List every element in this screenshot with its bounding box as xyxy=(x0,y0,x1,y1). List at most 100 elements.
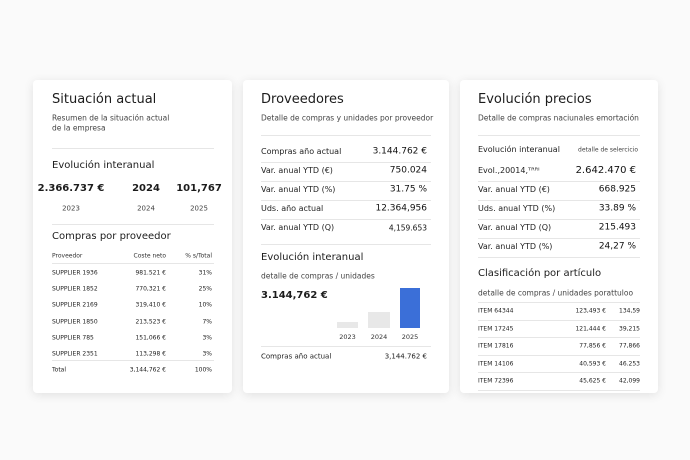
card-subtitle: de la empresa xyxy=(52,123,106,133)
table-cell: SUPPLIER 1936 xyxy=(52,269,98,277)
table-cell: 31% xyxy=(198,269,212,277)
table-cell: 77,856 € xyxy=(579,342,606,350)
table-cell: 45,625 € xyxy=(579,377,606,385)
metric-value: 3.144.762 € xyxy=(372,146,427,157)
table-cell: 113,298 € xyxy=(135,350,166,358)
divider xyxy=(478,319,640,321)
bar xyxy=(400,288,420,328)
divider xyxy=(478,372,640,373)
table-cell: 770,321 € xyxy=(135,285,166,293)
metric-value: 4,159.653 xyxy=(388,223,427,233)
table-cell: 7% xyxy=(202,317,212,325)
card-title: Droveedores xyxy=(261,91,344,107)
divider xyxy=(261,180,431,182)
divider xyxy=(261,161,431,163)
divider xyxy=(261,218,431,220)
divider xyxy=(52,224,214,225)
metric-label: Var. anual YTD (€) xyxy=(261,166,333,175)
metric-value: 215.493 xyxy=(598,222,636,233)
metric-value: 33.89 % xyxy=(598,203,636,214)
table-cell: 3% xyxy=(202,334,212,342)
divider xyxy=(52,360,214,361)
header-note: detalle de selercicio xyxy=(578,146,638,154)
kpi-value: 2024 xyxy=(132,182,160,194)
metric-value: 750.024 xyxy=(389,165,427,176)
section-title: Evolución interanual xyxy=(261,251,364,263)
section-subtitle: detalle de compras / unidades xyxy=(261,271,375,281)
divider xyxy=(478,302,640,303)
table-cell: ITEM 64344 xyxy=(478,307,514,315)
table-cell: SUPPLIER 785 xyxy=(52,334,94,342)
x-tick-label: 2024 xyxy=(370,332,388,341)
divider xyxy=(478,180,640,182)
big-value: 3.144,762 € xyxy=(261,289,328,301)
divider xyxy=(478,354,640,356)
table-cell: 10% xyxy=(198,301,212,309)
table-cell: 25% xyxy=(198,285,212,293)
footer-value: 3,144.762 € xyxy=(384,352,427,361)
divider xyxy=(478,337,640,338)
card-title: Evolución precios xyxy=(478,91,592,107)
divider xyxy=(261,244,431,245)
table-cell: 981.521 € xyxy=(135,269,166,277)
metric-label: Uds. anual YTD (%) xyxy=(478,204,556,213)
divider xyxy=(478,199,640,201)
table-cell: ITEM 72396 xyxy=(478,377,514,385)
divider xyxy=(261,346,431,347)
table-cell: 123,493 € xyxy=(575,307,606,315)
card: Droveedores Detalle de compras y unidades… xyxy=(243,80,449,393)
metric-value: 668.925 xyxy=(598,184,636,195)
kpi-year: 2023 xyxy=(62,204,80,213)
table-cell: 213,523 € xyxy=(135,317,166,325)
table-cell: 151,066 € xyxy=(135,334,166,342)
kpi-value: 101,767 xyxy=(176,182,222,194)
metric-value: 31.75 % xyxy=(389,184,427,195)
metric-value: 2.642.470 € xyxy=(575,164,636,176)
table-cell: 3% xyxy=(202,350,212,358)
metric-label: Var. anual YTD (%) xyxy=(478,242,553,251)
card: Evolución precios Detalle de compras naci… xyxy=(460,80,658,393)
card-title: Situación actual xyxy=(52,91,157,107)
metric-value: 24,27 % xyxy=(598,241,636,252)
table-header: Proveedor xyxy=(52,252,83,260)
table-cell: 3,144,762 € xyxy=(129,366,166,374)
section-title: Clasificación por artículo xyxy=(478,267,602,279)
table-cell: 42,099 xyxy=(619,377,640,385)
metric-label: Uds. año actual xyxy=(261,204,324,213)
divider xyxy=(261,199,431,201)
section-title: Compras por proveedor xyxy=(52,230,171,242)
footer-label: Compras año actual xyxy=(261,352,332,361)
divider xyxy=(478,218,640,220)
card-subtitle: Detalle de compras y unidades por provee… xyxy=(261,113,434,123)
table-cell: SUPPLIER 2169 xyxy=(52,301,98,309)
table-cell: 77,866 xyxy=(619,342,640,350)
divider xyxy=(478,135,640,136)
card-subtitle: Detalle de compras naciunales emortación xyxy=(478,113,639,123)
section-title: Evolución interanual xyxy=(52,159,155,171)
table-cell: 319,410 € xyxy=(135,301,166,309)
divider xyxy=(478,389,640,391)
divider xyxy=(478,256,640,258)
bar xyxy=(368,312,390,328)
divider xyxy=(52,263,214,264)
x-tick-label: 2023 xyxy=(339,332,356,341)
metric-label: Compras año actual xyxy=(261,147,342,156)
kpi-year: 2025 xyxy=(190,204,208,213)
table-cell: SUPPLIER 1852 xyxy=(52,285,98,293)
table-cell: 134,59 xyxy=(619,307,640,315)
table-cell: ITEM 14106 xyxy=(478,359,514,367)
divider xyxy=(261,135,431,136)
card: Situación actual Resumen de la situación … xyxy=(33,80,232,393)
divider xyxy=(52,148,214,149)
metric-label: Var. anual YTD (%) xyxy=(261,185,336,194)
metric-value: 12.364,956 xyxy=(375,203,427,214)
header-label: Evolución interanual xyxy=(478,145,560,154)
metric-label: Evol.,20014,ᵀᴿᴿᴵ xyxy=(478,166,540,175)
table-cell: ITEM 17816 xyxy=(478,342,514,350)
table-cell: 100% xyxy=(194,366,212,374)
table-header: % s/Total xyxy=(185,252,212,260)
metric-label: Var. anual YTD (€) xyxy=(478,185,550,194)
metric-label: Var. anual YTD (Q) xyxy=(261,223,335,232)
table-cell: ITEM 17245 xyxy=(478,324,514,332)
